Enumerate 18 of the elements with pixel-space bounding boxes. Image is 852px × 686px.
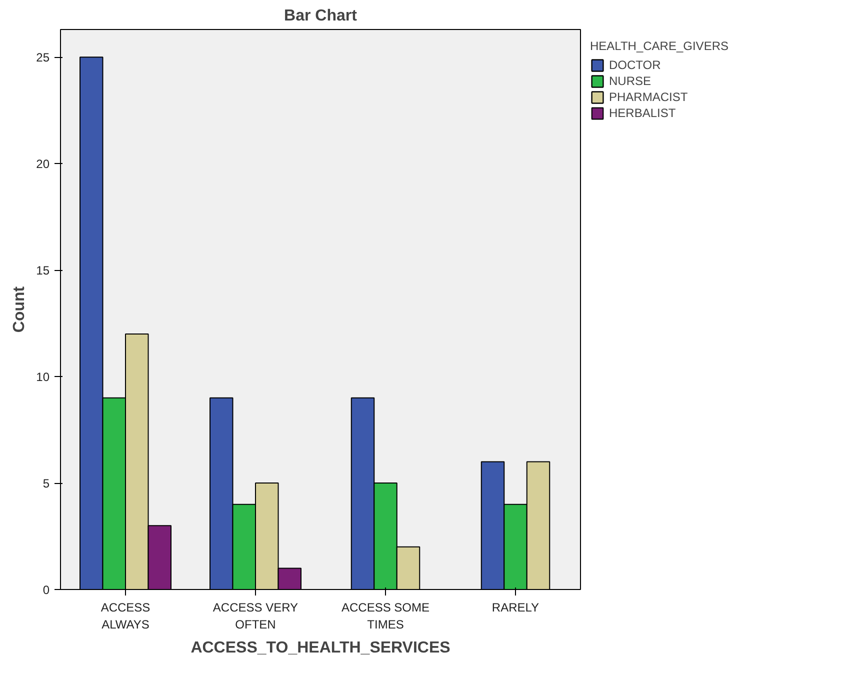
x-axis-title: ACCESS_TO_HEALTH_SERVICES xyxy=(190,639,451,656)
y-tick-label: 20 xyxy=(36,157,50,172)
y-tick-label: 5 xyxy=(42,476,50,491)
x-tick-label: RARELY xyxy=(492,600,540,614)
chart-title: Bar Chart xyxy=(284,8,358,24)
legend-label: NURSE xyxy=(609,74,652,88)
legend-label: DOCTOR xyxy=(609,58,661,72)
y-tick-label: 0 xyxy=(42,583,50,597)
x-tick-label: ACCESS ALWAYS xyxy=(100,600,150,632)
x-tick-label: ACCESS VERY OFTEN xyxy=(212,600,298,632)
legend-label: PHARMACIST xyxy=(609,90,688,104)
y-tick-label: 10 xyxy=(36,370,50,384)
y-axis-title: Count xyxy=(11,286,28,333)
x-tick-label: ACCESS SOME TIMES xyxy=(341,600,430,632)
y-tick-label: 25 xyxy=(36,50,50,65)
legend-label: HERBALIST xyxy=(609,106,676,120)
y-tick-label: 15 xyxy=(36,264,50,278)
legend-title: HEALTH_CARE_GIVERS xyxy=(590,39,728,53)
